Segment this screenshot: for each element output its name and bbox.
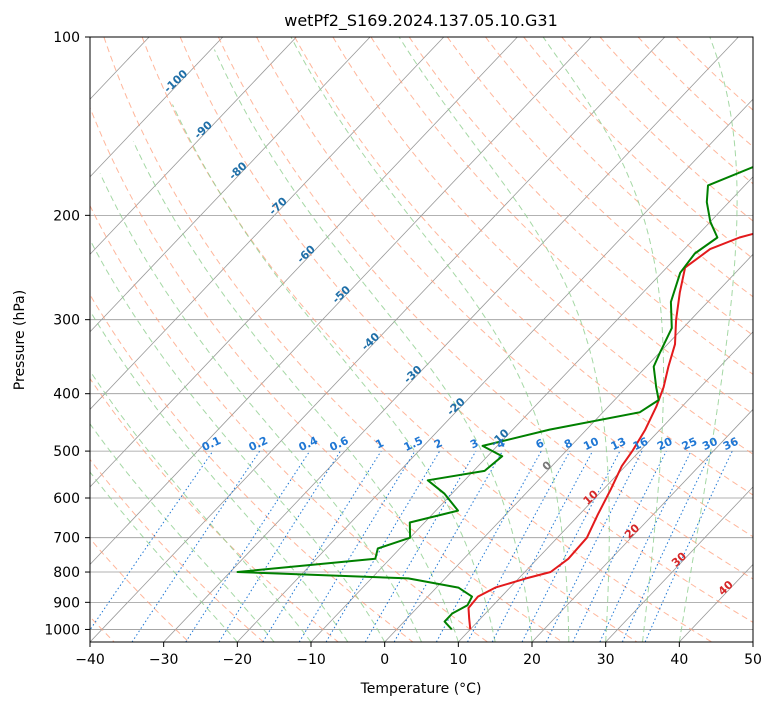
dry-adiabat <box>446 37 753 336</box>
moist-adiabat <box>90 238 386 642</box>
x-axis-label: Temperature (°C) <box>360 681 482 697</box>
isotherm-line <box>90 37 371 333</box>
temperature-profile <box>467 232 753 630</box>
dry-adiabat <box>599 37 753 185</box>
isotherm-line <box>163 37 739 642</box>
moist-adiabat <box>290 37 570 642</box>
mixing-ratio-line <box>572 450 667 642</box>
mixing-ratio-line <box>644 450 733 642</box>
x-tick-label: −40 <box>75 652 105 668</box>
mixing-ratio-label: 20 <box>655 435 675 453</box>
isotherm-line <box>90 37 592 566</box>
x-tick-label: −10 <box>296 652 326 668</box>
isotherm-line <box>531 408 753 642</box>
dry-adiabat <box>637 37 753 148</box>
isotherm-line <box>237 98 753 642</box>
mixing-ratio-line <box>131 450 261 642</box>
moist-adiabat <box>90 423 275 642</box>
moist-adiabat <box>90 370 312 642</box>
moist-adiabat <box>172 104 496 642</box>
x-tick-label: 50 <box>744 652 762 668</box>
x-tick-label: −20 <box>223 652 253 668</box>
moist-adiabat <box>542 37 665 642</box>
dry-adiabat <box>523 37 753 260</box>
dry-adiabat <box>141 37 712 642</box>
x-tick-label: 20 <box>523 652 541 668</box>
dry-adiabat <box>370 37 753 415</box>
mixing-ratio-label: 10 <box>581 435 601 453</box>
y-tick-label: 600 <box>53 491 80 507</box>
x-tick-label: 10 <box>449 652 467 668</box>
y-tick-label: 900 <box>53 595 80 611</box>
mixing-ratio-line <box>298 450 416 642</box>
dry-adiabat <box>103 37 638 642</box>
y-tick-label: 400 <box>53 387 80 403</box>
isotherm-line <box>458 331 753 642</box>
isotherm-line <box>90 37 297 255</box>
mixing-ratio-line <box>435 450 542 642</box>
dry-adiabat <box>90 458 264 642</box>
dry-adiabat <box>294 37 753 496</box>
isotherm-line <box>90 37 224 178</box>
y-tick-label: 800 <box>53 565 80 581</box>
plot-frame <box>89 36 754 643</box>
dry-adiabat <box>408 37 753 375</box>
mixing-ratio-label: 13 <box>609 435 628 453</box>
dry-adiabat <box>217 37 753 580</box>
moist-adiabat <box>678 37 738 642</box>
y-tick-label: 700 <box>53 531 80 547</box>
dry-adiabat <box>485 37 753 298</box>
mixing-ratio-line <box>90 450 214 631</box>
mixing-ratio-line <box>185 450 311 642</box>
y-tick-label: 200 <box>53 208 80 224</box>
moist-adiabat <box>132 141 459 642</box>
y-tick-label: 100 <box>53 30 80 46</box>
mixing-ratio-line <box>262 450 382 642</box>
dry-adiabat <box>256 37 753 538</box>
mixing-ratio-label: 30 <box>700 435 720 453</box>
isotherm-line <box>605 486 753 642</box>
y-axis-label: Pressure (hPa) <box>12 290 28 390</box>
dry-adiabat <box>90 106 563 642</box>
x-tick-label: 30 <box>597 652 615 668</box>
moist-adiabat <box>398 37 610 642</box>
moist-adiabat <box>90 309 349 642</box>
moist-adiabat <box>99 173 422 642</box>
dry-adiabat <box>179 37 753 623</box>
y-tick-label: 1000 <box>44 622 80 638</box>
plot-area <box>90 37 753 642</box>
mixing-ratio-line <box>393 450 503 642</box>
y-tick-label: 300 <box>53 313 80 329</box>
mixing-ratio-label: 36 <box>721 435 741 453</box>
mixing-ratio-line <box>545 450 643 642</box>
x-tick-label: 40 <box>670 652 688 668</box>
mixing-ratio-line <box>467 450 571 642</box>
mixing-ratio-line <box>218 450 341 642</box>
chart-title: wetPf2_S169.2024.137.05.10.G31 <box>284 11 558 31</box>
mixing-ratio-label: 25 <box>680 435 699 453</box>
dry-adiabat <box>90 293 414 642</box>
dry-adiabat <box>332 37 753 455</box>
x-tick-label: −30 <box>149 652 179 668</box>
x-axis: −40 −30 −20 −10 0 10 20 30 40 50 <box>75 642 762 668</box>
moist-adiabat <box>90 471 238 642</box>
x-tick-label: 0 <box>380 652 389 668</box>
isotherm-line <box>90 37 518 488</box>
mixing-ratio-label: 16 <box>631 435 651 453</box>
moist-adiabat <box>213 49 533 642</box>
isotherm-line <box>384 253 753 642</box>
isotherm-line <box>90 37 445 410</box>
y-axis: 100 200 300 400 500 600 700 800 900 1000 <box>44 30 90 638</box>
y-tick-label: 500 <box>53 444 80 460</box>
dewpoint-profile <box>236 165 753 631</box>
